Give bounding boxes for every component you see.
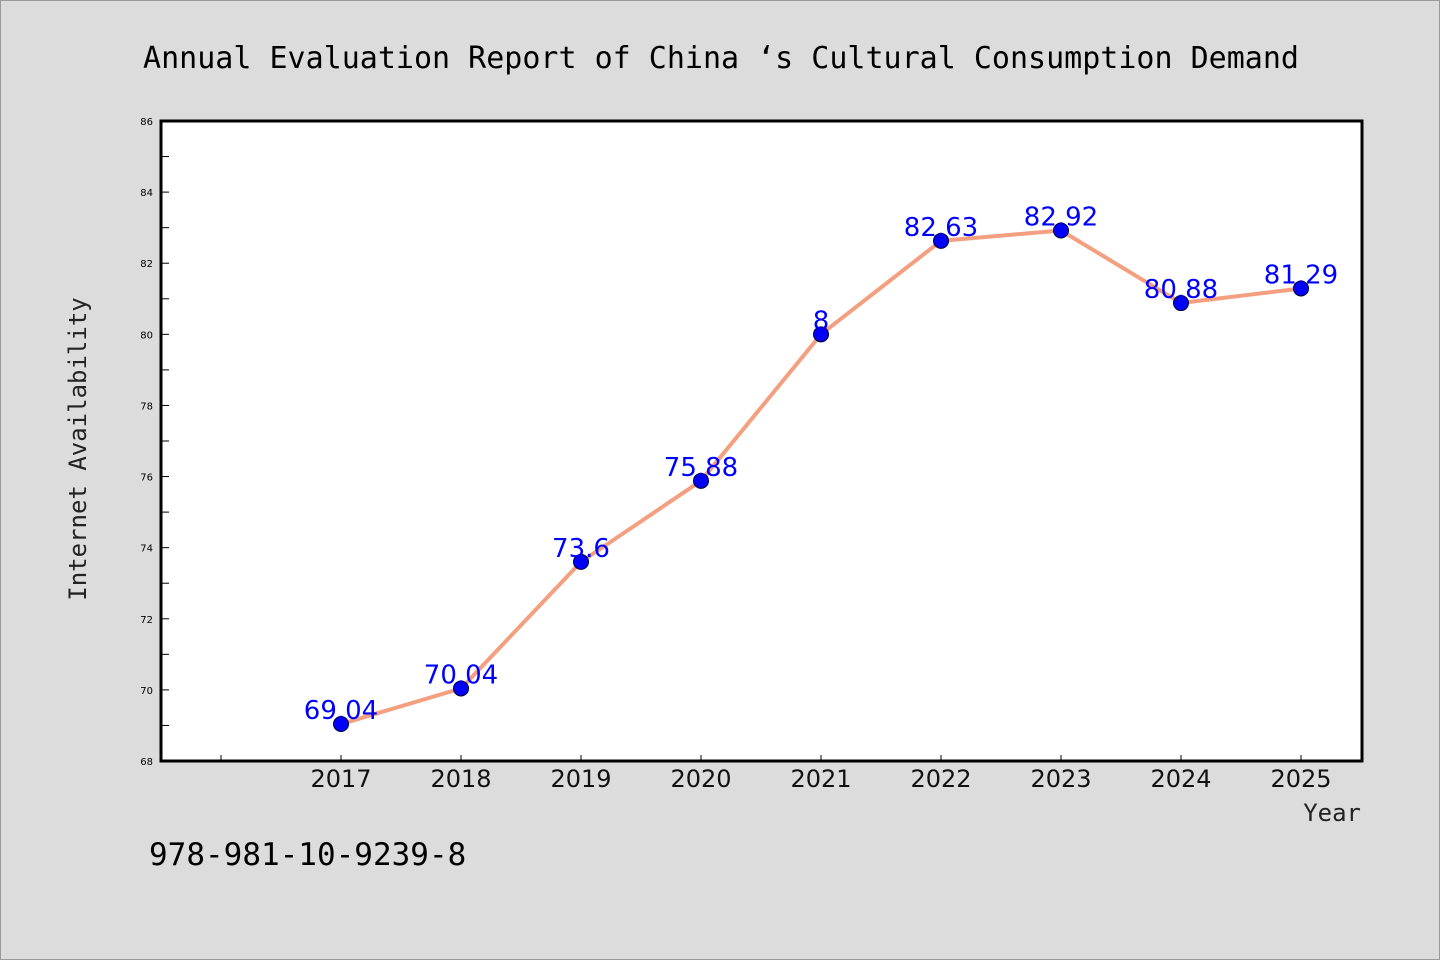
y-tick-label: 76	[140, 473, 153, 484]
y-tick-label: 84	[140, 188, 153, 199]
data-point-marker	[1293, 280, 1309, 297]
markers-group	[333, 222, 1309, 733]
y-tick-label: 86	[140, 117, 153, 128]
data-label: 80.88	[1144, 275, 1218, 305]
data-point-marker	[693, 472, 709, 489]
x-tick-label: 2024	[1150, 765, 1211, 793]
y-tick-label: 80	[140, 330, 153, 341]
data-point-marker	[1173, 295, 1189, 312]
y-tick-label: 72	[140, 615, 153, 626]
y-axis: 68 70 72 74 76 78 80 82 84 86	[140, 117, 169, 768]
data-point-marker	[333, 716, 349, 733]
data-label: 73.6	[552, 534, 610, 564]
data-label: 81.29	[1264, 260, 1338, 290]
data-label: 75.88	[664, 453, 738, 483]
chart-title: Annual Evaluation Report of China ‘s Cul…	[143, 41, 1299, 76]
data-point-marker	[1053, 222, 1069, 239]
y-axis-label: Internet Availability	[64, 297, 92, 600]
data-label: 8	[813, 306, 830, 336]
y-tick-label: 74	[140, 544, 153, 555]
data-label: 82.92	[1024, 203, 1098, 233]
x-tick-label: 2018	[430, 765, 491, 793]
x-tick-label: 2017	[310, 765, 371, 793]
data-label: 70.04	[424, 660, 498, 690]
data-point-marker	[573, 553, 589, 570]
x-tick-label: 2023	[1030, 765, 1091, 793]
isbn-footer: 978-981-10-9239-8	[149, 837, 466, 873]
x-axis-label: Year	[1303, 799, 1361, 827]
y-tick-label: 82	[140, 259, 153, 270]
x-tick-label: 2025	[1270, 765, 1331, 793]
y-tick-label: 70	[140, 686, 153, 697]
x-axis: 2017 2018 2019 2020 2021 2022 2023 2024 2025	[220, 755, 1332, 793]
data-label: 82.63	[904, 213, 978, 243]
x-tick-label: 2020	[670, 765, 731, 793]
y-tick-label: 68	[140, 757, 153, 768]
x-tick-label: 2019	[550, 765, 611, 793]
x-tick-label: 2022	[910, 765, 971, 793]
data-point-marker	[453, 680, 469, 697]
data-point-marker	[933, 232, 949, 249]
y-tick-label: 78	[140, 401, 153, 412]
data-label: 69.04	[304, 696, 378, 726]
data-labels-group: 69.04 70.04 73.6 75.88 8 82.63 82.92 80.88 81.29	[304, 203, 1338, 727]
plot-area	[159, 119, 1364, 763]
data-point-marker	[813, 326, 829, 343]
x-tick-label: 2021	[790, 765, 851, 793]
